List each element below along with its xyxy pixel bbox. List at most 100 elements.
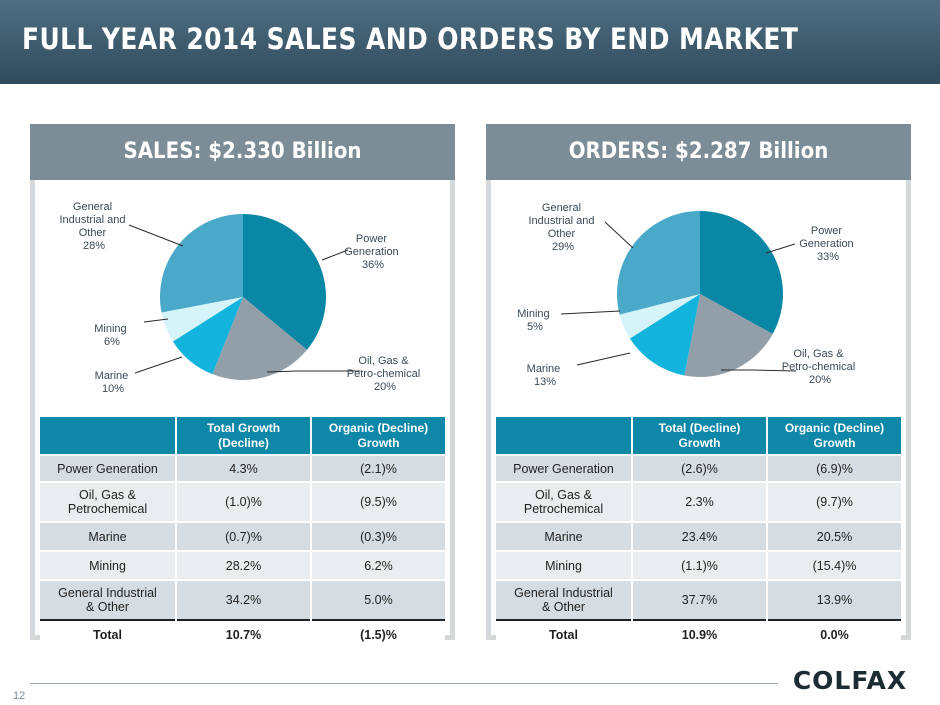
sales-header-organic: Organic (Decline) Growth	[310, 417, 445, 455]
table-total-row: Total 10.9% 0.0%	[496, 619, 901, 649]
sales-slice-3	[161, 297, 243, 342]
total-organic: 0.0%	[766, 619, 901, 649]
sales-leader-mining	[143, 318, 169, 323]
row-organic: (6.9)%	[766, 454, 901, 482]
sales-leader-marine	[134, 356, 183, 374]
row-name: Marine	[40, 521, 176, 551]
orders-label-power: Power Generation 33%	[799, 225, 857, 263]
sales-header-total: Total Growth (Decline)	[175, 417, 311, 455]
table-row: Marine (0.7)% (0.3)%	[40, 521, 445, 551]
sales-panel: SALES: $2.330 Billion Power Generation 3…	[30, 124, 455, 649]
table-row: General Industrial & Other 37.7% 13.9%	[496, 579, 901, 620]
sales-label-general: General Industrial and Other 28%	[59, 201, 128, 252]
total-organic: (1.5)%	[310, 619, 445, 649]
sales-slice-4	[160, 214, 243, 313]
table-row: Mining (1.1)% (15.4)%	[496, 550, 901, 580]
total-total: 10.7%	[175, 619, 311, 649]
orders-label-marine: Marine 13%	[527, 363, 564, 388]
table-row: Oil, Gas & Petrochemical 2.3% (9.7)%	[496, 481, 901, 522]
row-total: 37.7%	[631, 579, 767, 620]
row-name: Power Generation	[496, 454, 632, 482]
orders-pie-chart: Power Generation 33% Oil, Gas & Petro-ch…	[517, 202, 858, 388]
orders-header-blank	[496, 417, 632, 455]
orders-panel: ORDERS: $2.287 Billion Power Generation …	[486, 124, 911, 649]
orders-leader-mining	[560, 310, 621, 315]
row-total: 23.4%	[631, 521, 767, 551]
row-total: 4.3%	[175, 454, 311, 482]
orders-header-total: Total (Decline) Growth	[631, 417, 767, 455]
total-name: Total	[496, 619, 632, 649]
sales-slice-2	[172, 297, 243, 375]
sales-panel-body: Power Generation 36% Oil, Gas & Petro-ch…	[35, 180, 450, 649]
sales-title: SALES: $2.330 Billion	[123, 139, 362, 164]
orders-title: ORDERS: $2.287 Billion	[568, 139, 829, 164]
orders-leader-oil	[721, 369, 797, 372]
row-total: 34.2%	[175, 579, 311, 620]
row-name: Marine	[496, 521, 632, 551]
row-total: (2.6)%	[631, 454, 767, 482]
sales-growth-table: Total Growth (Decline) Organic (Decline)…	[40, 417, 445, 649]
row-organic: 13.9%	[766, 579, 901, 620]
table-row: Mining 28.2% 6.2%	[40, 550, 445, 580]
row-total: (1.0)%	[175, 481, 311, 522]
sales-label-oil: Oil, Gas & Petro-chemical 20%	[347, 355, 423, 393]
row-organic: (15.4)%	[766, 550, 901, 580]
table-total-row: Total 10.7% (1.5)%	[40, 619, 445, 649]
row-name: Oil, Gas & Petrochemical	[496, 481, 632, 522]
row-name: General Industrial & Other	[40, 579, 176, 620]
row-name: General Industrial & Other	[496, 579, 632, 620]
sales-panel-header: SALES: $2.330 Billion	[30, 124, 455, 180]
row-total: (1.1)%	[631, 550, 767, 580]
orders-label-general: General Industrial and Other 29%	[528, 202, 597, 253]
page-title: FULL YEAR 2014 SALES AND ORDERS BY END M…	[22, 22, 799, 56]
sales-slice-0	[243, 214, 327, 350]
orders-label-oil: Oil, Gas & Petro-chemical 20%	[782, 348, 858, 386]
row-organic: (9.5)%	[310, 481, 445, 522]
page-number: 12	[13, 690, 26, 702]
table-row: Power Generation (2.6)% (6.9)%	[496, 454, 901, 482]
colfax-logo: COLFAX	[793, 666, 907, 695]
orders-leader-power	[765, 243, 796, 254]
sales-leader-general	[128, 224, 184, 247]
sales-leader-oil	[266, 370, 360, 373]
row-organic: 20.5%	[766, 521, 901, 551]
table-row: Oil, Gas & Petrochemical (1.0)% (9.5)%	[40, 481, 445, 522]
orders-panel-body: Power Generation 33% Oil, Gas & Petro-ch…	[491, 180, 906, 649]
sales-label-mining: Mining 6%	[94, 323, 129, 348]
row-total: 28.2%	[175, 550, 311, 580]
sales-label-power: Power Generation 36%	[344, 233, 402, 271]
row-organic: 5.0%	[310, 579, 445, 620]
orders-leader-general	[604, 221, 634, 249]
total-name: Total	[40, 619, 176, 649]
orders-slice-1	[684, 294, 773, 377]
table-row: Marine 23.4% 20.5%	[496, 521, 901, 551]
orders-slice-2	[629, 294, 700, 376]
orders-slice-0	[700, 211, 783, 334]
row-name: Oil, Gas & Petrochemical	[40, 481, 176, 522]
row-organic: (9.7)%	[766, 481, 901, 522]
sales-pie-chart: Power Generation 36% Oil, Gas & Petro-ch…	[59, 201, 423, 395]
row-organic: (0.3)%	[310, 521, 445, 551]
table-row: Power Generation 4.3% (2.1)%	[40, 454, 445, 482]
footer-divider	[30, 683, 778, 684]
row-name: Power Generation	[40, 454, 176, 482]
orders-leader-marine	[576, 352, 631, 366]
row-name: Mining	[40, 550, 176, 580]
orders-slice-4	[617, 211, 700, 315]
header-bar: FULL YEAR 2014 SALES AND ORDERS BY END M…	[0, 0, 940, 84]
row-name: Mining	[496, 550, 632, 580]
table-row: General Industrial & Other 34.2% 5.0%	[40, 579, 445, 620]
orders-slice-3	[619, 294, 700, 339]
row-total: (0.7)%	[175, 521, 311, 551]
row-organic: (2.1)%	[310, 454, 445, 482]
logo-text: COLFAX	[793, 666, 907, 695]
sales-header-blank	[40, 417, 176, 455]
sales-label-marine: Marine 10%	[95, 370, 132, 395]
total-total: 10.9%	[631, 619, 767, 649]
orders-label-mining: Mining 5%	[517, 308, 552, 333]
sales-leader-power	[321, 249, 349, 261]
sales-slice-1	[212, 297, 307, 380]
orders-header-organic: Organic (Decline) Growth	[766, 417, 901, 455]
row-total: 2.3%	[631, 481, 767, 522]
orders-panel-header: ORDERS: $2.287 Billion	[486, 124, 911, 180]
